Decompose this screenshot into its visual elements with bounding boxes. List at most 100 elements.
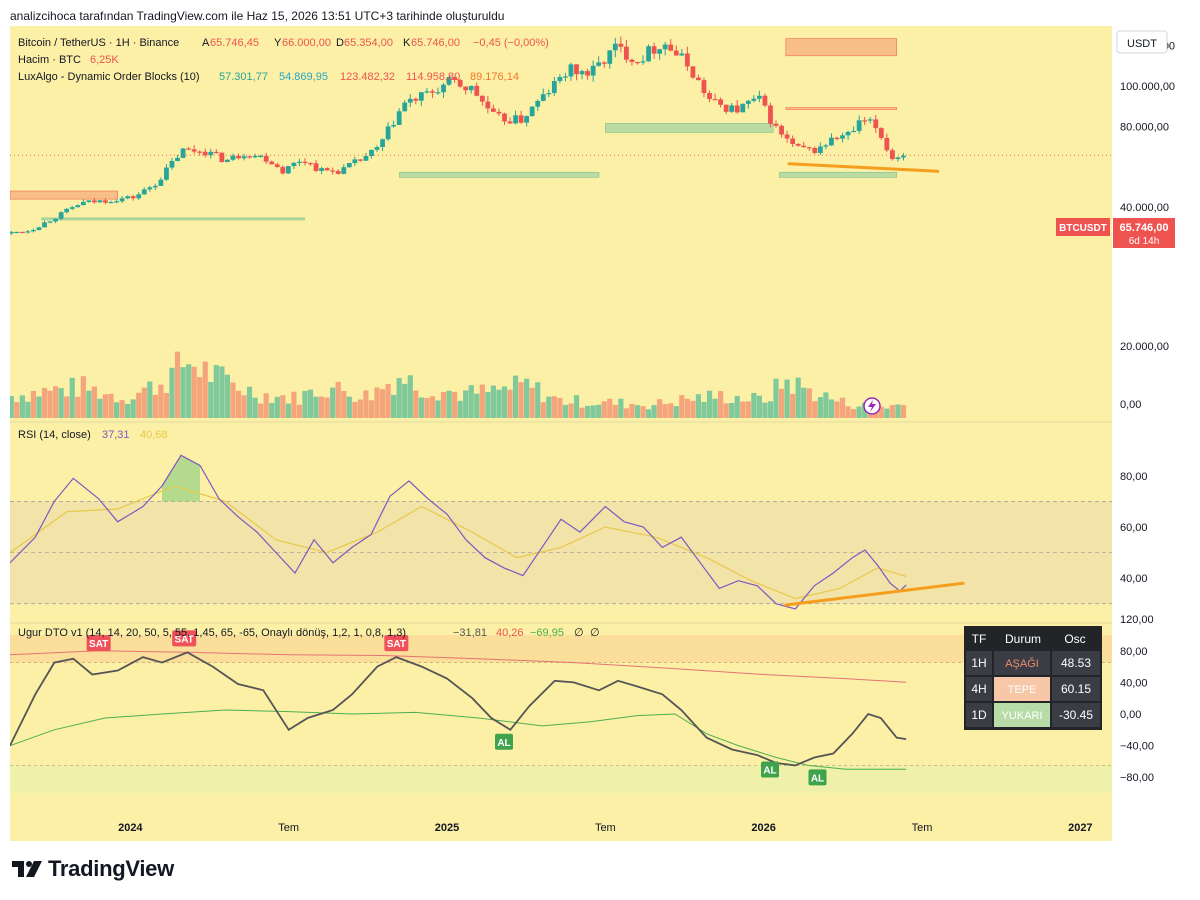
candle-body-152 (851, 130, 856, 133)
dto-slow-line (10, 709, 907, 770)
volume-bar-101 (568, 403, 574, 418)
volume-bar-76 (429, 396, 436, 418)
dto-signal-bg-3 (495, 733, 513, 750)
candle-body-47 (269, 161, 275, 165)
volume-bar-31 (180, 367, 186, 418)
volume-bar-131 (734, 395, 740, 418)
rsi-tick-label-2: 40,00 (1120, 573, 1148, 585)
volume-bar-118 (662, 403, 668, 418)
candle-body-108 (607, 50, 613, 64)
dto-pane: SAT SAT SAT AL AL AL (10, 630, 1112, 793)
candle-body-20 (119, 198, 125, 202)
candle-body-107 (601, 62, 607, 64)
volume-bar-110 (618, 398, 624, 418)
price-axis-background (1112, 26, 1190, 841)
currency-button[interactable]: USDT (1127, 38, 1157, 50)
volume-bar-37 (213, 365, 219, 418)
candle-body-48 (274, 164, 280, 168)
candle-body-125 (701, 80, 707, 94)
candle-body-65 (369, 149, 374, 157)
volume-bar-122 (684, 398, 690, 418)
tradingview-logo[interactable]: TradingView (12, 856, 174, 882)
order-blocks-legend-values: 57.301,77 54.869,95 123.482,32 114.958,8… (219, 71, 519, 83)
chart-background (10, 26, 1112, 841)
volume-bar-69 (391, 394, 397, 418)
dto-signal-bg-0 (86, 635, 111, 652)
order-blocks-legend-label: LuxAlgo - Dynamic Order Blocks (10) (18, 71, 200, 83)
volume-bar-33 (191, 366, 197, 418)
order-block-4 (605, 123, 774, 133)
volume-bar-111 (623, 408, 629, 418)
volume-bar-79 (446, 390, 452, 418)
candle-body-148 (829, 137, 834, 146)
volume-bar-44 (252, 397, 258, 418)
ohlc-change: −0,45 (−0,00%) (473, 37, 549, 49)
volume-bar-104 (585, 405, 591, 418)
volume-bar-30 (174, 351, 181, 418)
symbol-tag-bg (1056, 218, 1110, 236)
candle-body-59 (335, 170, 341, 174)
dto-signal-bg-4 (761, 761, 779, 778)
volume-bar-9 (58, 388, 64, 418)
candle-body-32 (186, 148, 191, 150)
candle-body-21 (125, 196, 131, 199)
symbol-tag: BTCUSDT (1059, 223, 1107, 234)
volume-bar-26 (152, 394, 158, 418)
volume-bar-13 (80, 376, 86, 418)
volume-bar-59 (335, 381, 341, 418)
volume-bar-28 (163, 393, 170, 418)
candle-body-82 (463, 86, 469, 91)
volume-bar-48 (274, 396, 280, 418)
candle-body-60 (341, 167, 347, 174)
volume-bar-117 (657, 399, 663, 418)
volume-bar-127 (712, 398, 718, 418)
order-block-3 (399, 171, 600, 178)
volume-bar-71 (402, 383, 408, 418)
candle-body-112 (629, 59, 635, 62)
candle-body-150 (840, 135, 845, 139)
candle-body-94 (529, 106, 535, 117)
candle-body-160 (895, 157, 901, 160)
candle-body-102 (574, 64, 579, 75)
candle-body-62 (352, 159, 358, 164)
candle-body-145 (812, 148, 818, 153)
volume-bar-157 (878, 406, 884, 418)
volume-bar-10 (64, 396, 70, 418)
volume-bar-49 (280, 395, 286, 418)
currency-button-bg[interactable] (1116, 30, 1168, 54)
volume-bar-147 (823, 392, 829, 418)
volume-bar-35 (202, 361, 208, 418)
volume-bar-95 (535, 382, 541, 418)
volume-bar-97 (546, 396, 552, 418)
volume-bar-66 (374, 387, 380, 418)
tradingview-wordmark: TradingView (48, 856, 174, 881)
volume-bar-153 (856, 406, 862, 418)
candle-body-116 (651, 46, 657, 54)
candle-body-37 (213, 151, 219, 154)
candle-body-91 (513, 115, 518, 124)
candle-body-45 (258, 155, 264, 158)
candle-body-12 (75, 205, 81, 208)
lightning-bolt (868, 400, 876, 412)
volume-bar-4 (30, 390, 37, 418)
time-tick-label-0: 2024 (118, 822, 143, 834)
volume-bar-92 (518, 382, 524, 418)
volume-bar-57 (324, 397, 330, 418)
dto-value-4: ∅ (574, 627, 584, 639)
candle-body-4 (31, 229, 36, 232)
volume-bar-74 (418, 397, 424, 418)
volume-bar-159 (889, 405, 895, 418)
volume-bar-121 (679, 395, 685, 418)
candle-body-58 (330, 170, 336, 172)
candle-body-49 (280, 167, 286, 174)
ohlc-open-key: A (202, 37, 210, 49)
candle-body-75 (424, 91, 430, 93)
time-axis-background (10, 809, 1112, 841)
volume-bar-41 (235, 390, 242, 418)
dto-tick-label-0: 120,00 (1120, 614, 1154, 626)
volume-bar-139 (778, 388, 785, 418)
volume-bar-52 (296, 404, 303, 418)
candle-body-95 (535, 100, 541, 107)
volume-bar-6 (41, 387, 48, 418)
